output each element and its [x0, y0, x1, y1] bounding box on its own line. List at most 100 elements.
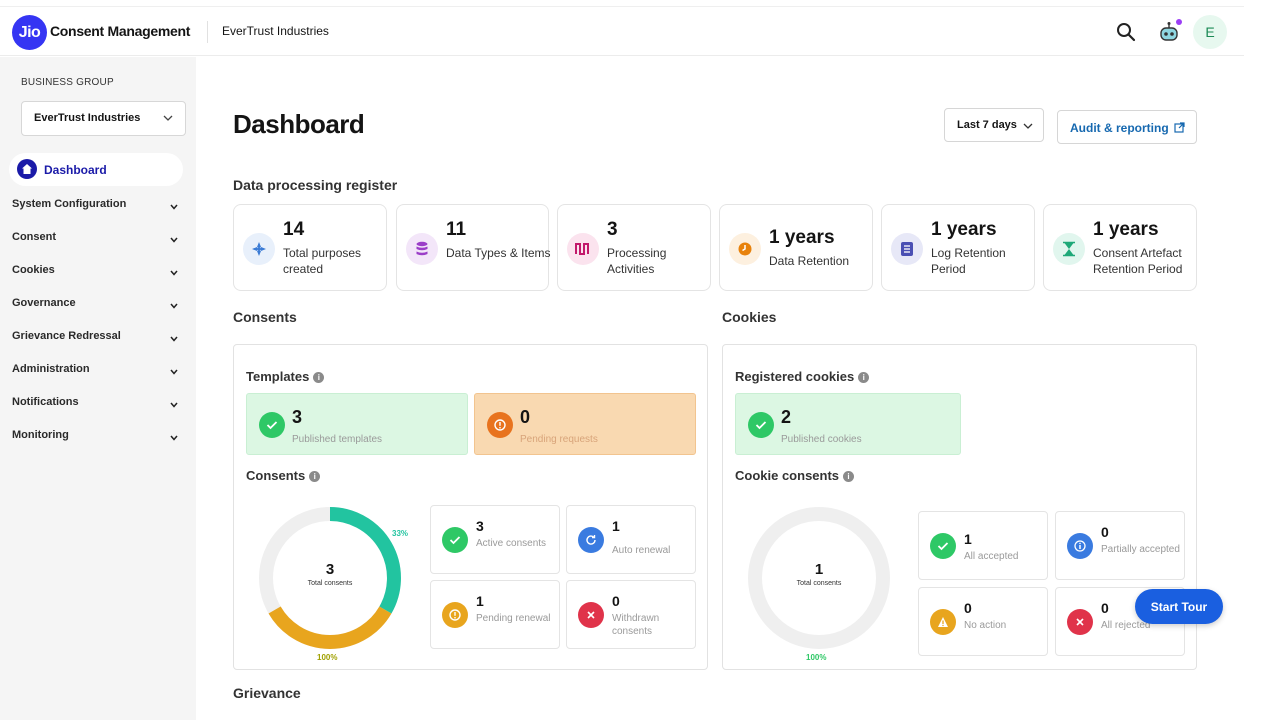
bot-icon[interactable]	[1156, 19, 1182, 45]
stat-active-consents[interactable]: 3 Active consents	[430, 505, 560, 574]
database-icon	[406, 233, 438, 265]
refresh-icon	[578, 527, 604, 553]
stat-card-processing[interactable]: 3 Processing Activities	[557, 204, 711, 291]
registered-cookies-heading: Registered cookies i	[735, 369, 870, 384]
sidebar-item-label: Cookies	[12, 264, 55, 276]
app-title: Consent Management	[50, 23, 191, 39]
donut-ring	[748, 507, 890, 649]
tile-label: Pending requests	[520, 434, 598, 445]
sidebar-item-system-configuration[interactable]: System Configuration	[12, 198, 178, 218]
cookie-consents-donut-chart	[748, 507, 890, 649]
templates-heading: Templates i	[246, 369, 325, 384]
stat-label: Consent Artefact Retention Period	[1093, 246, 1183, 276]
date-range-label: Last 7 days	[957, 119, 1017, 131]
consents-heading: Consents	[233, 309, 297, 325]
stat-label: Active consents	[476, 538, 547, 549]
info-icon[interactable]: i	[309, 471, 321, 482]
x-icon	[1067, 609, 1093, 635]
page-title: Dashboard	[233, 109, 365, 139]
business-group-value: EverTrust Industries	[34, 112, 141, 124]
templates-heading-label: Templates	[246, 369, 310, 384]
donut-pct-bottom: 100%	[806, 653, 827, 662]
stat-no-action[interactable]: 0 No action	[918, 587, 1048, 656]
sidebar-item-label: System Configuration	[12, 198, 127, 210]
stat-withdrawn-consents[interactable]: 0 Withdrawn consents	[566, 580, 696, 649]
check-icon	[442, 527, 468, 553]
donut-segment-active	[329, 507, 401, 614]
stat-card-purposes[interactable]: 14 Total purposes created	[233, 204, 387, 291]
sidebar-item-grievance-redressal[interactable]: Grievance Redressal	[12, 330, 178, 350]
tile-value: 3	[292, 407, 303, 427]
sidebar-item-label: Monitoring	[12, 429, 69, 441]
stat-card-data-types[interactable]: 11 Data Types & Items	[396, 204, 551, 291]
sidebar-item-dashboard[interactable]: Dashboard	[9, 153, 183, 186]
audit-reporting-label: Audit & reporting	[1070, 121, 1169, 135]
audit-reporting-button[interactable]: Audit & reporting	[1057, 110, 1197, 144]
start-tour-button[interactable]: Start Tour	[1135, 589, 1223, 624]
stat-pending-renewal[interactable]: 1 Pending renewal	[430, 580, 560, 649]
stat-label: Data Retention	[769, 254, 850, 268]
clock-icon	[729, 233, 761, 265]
sidebar-item-label: Dashboard	[44, 163, 107, 177]
alert-icon	[442, 602, 468, 628]
tile-label: Published cookies	[781, 434, 862, 445]
activity-icon	[567, 233, 599, 265]
sidebar: BUSINESS GROUP EverTrust Industries Dash…	[0, 57, 196, 720]
consents-subheading: Consents i	[246, 468, 321, 483]
sidebar-item-monitoring[interactable]: Monitoring	[12, 429, 178, 449]
grievance-heading: Grievance	[233, 685, 301, 701]
stat-card-log-retention[interactable]: 1 years Log Retention Period	[881, 204, 1035, 291]
top-bar: Jio Consent Management EverTrust Industr…	[0, 6, 1244, 56]
info-icon[interactable]: i	[313, 372, 325, 383]
warning-icon	[930, 609, 956, 635]
info-icon[interactable]: i	[858, 372, 870, 383]
tile-label: Published templates	[292, 434, 383, 445]
donut-label: Total consents	[796, 580, 842, 587]
stat-auto-renewal[interactable]: 1 Auto renewal	[566, 505, 696, 574]
home-icon	[17, 159, 37, 179]
stat-label: Processing Activities	[607, 246, 667, 276]
consents-panel: Templates i 3 Published templates 0 Pendi…	[233, 344, 708, 670]
stat-value: 1	[612, 518, 620, 534]
jio-logo[interactable]: Jio	[12, 15, 47, 50]
stat-value: 1 years	[931, 219, 997, 240]
avatar[interactable]: E	[1193, 15, 1227, 49]
sidebar-item-notifications[interactable]: Notifications	[12, 396, 178, 416]
sidebar-item-governance[interactable]: Governance	[12, 297, 178, 317]
purposes-icon	[243, 233, 275, 265]
sidebar-item-label: Consent	[12, 231, 56, 243]
sidebar-item-label: Administration	[12, 363, 90, 375]
published-templates-tile[interactable]: 3 Published templates	[246, 393, 468, 455]
sidebar-item-consent[interactable]: Consent	[12, 231, 178, 251]
stat-value: 11	[446, 219, 467, 240]
stat-card-data-retention[interactable]: 1 years Data Retention	[719, 204, 873, 291]
donut-value: 3	[325, 561, 335, 578]
stat-all-accepted[interactable]: 1 All accepted	[918, 511, 1048, 580]
chevron-down-icon	[163, 113, 173, 125]
sidebar-item-cookies[interactable]: Cookies	[12, 264, 178, 284]
stat-label: All accepted	[964, 551, 1019, 562]
donut-pct-top: 33%	[392, 529, 409, 538]
stat-value: 0	[1101, 524, 1109, 540]
stat-label: Data Types & Items	[446, 246, 551, 260]
stat-partially-accepted[interactable]: 0 Partially accepted	[1055, 511, 1185, 580]
hourglass-icon	[1053, 233, 1085, 265]
pending-requests-tile[interactable]: 0 Pending requests	[474, 393, 696, 455]
chevron-down-icon	[170, 234, 178, 246]
chevron-down-icon	[170, 267, 178, 279]
stat-label: Withdrawn consents	[612, 613, 660, 637]
business-group-select[interactable]: EverTrust Industries	[21, 101, 186, 136]
stat-card-artefact-retention[interactable]: 1 years Consent Artefact Retention Perio…	[1043, 204, 1197, 291]
business-group-label: BUSINESS GROUP	[21, 77, 114, 88]
sidebar-item-administration[interactable]: Administration	[12, 363, 178, 383]
date-range-select[interactable]: Last 7 days	[944, 108, 1044, 142]
search-icon[interactable]	[1114, 20, 1138, 44]
donut-pct-bottom: 100%	[317, 653, 338, 662]
alert-icon	[487, 412, 513, 438]
info-icon[interactable]: i	[843, 471, 855, 482]
cookie-consents-heading-label: Cookie consents	[735, 468, 840, 483]
published-cookies-tile[interactable]: 2 Published cookies	[735, 393, 961, 455]
donut-center: 1 Total consents	[779, 561, 859, 587]
chevron-down-icon	[170, 300, 178, 312]
check-icon	[930, 533, 956, 559]
